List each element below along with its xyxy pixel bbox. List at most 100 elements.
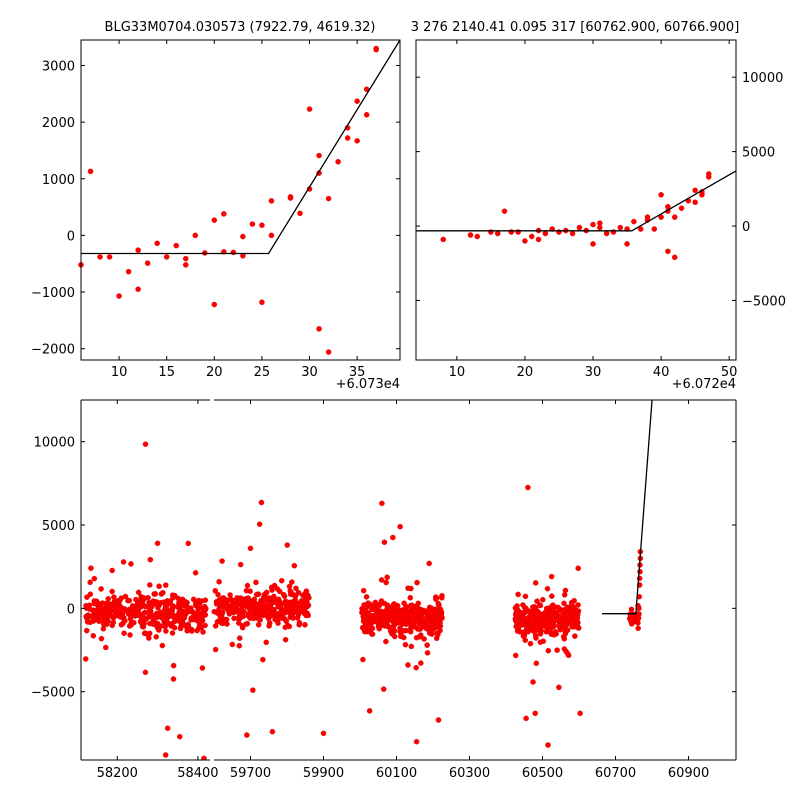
data-point (565, 611, 571, 617)
data-point (272, 616, 278, 623)
data-point (534, 598, 540, 604)
data-point (217, 598, 224, 604)
data-point (283, 618, 290, 625)
data-point (561, 646, 568, 652)
data-point (413, 664, 419, 671)
data-point (157, 609, 164, 616)
data-point (537, 639, 544, 645)
data-point (85, 619, 91, 625)
data-point (236, 620, 242, 626)
data-point (216, 579, 222, 585)
data-point (169, 630, 176, 636)
data-point (154, 240, 160, 247)
data-point (624, 241, 630, 247)
data-point (289, 579, 295, 585)
data-point (87, 168, 94, 175)
x-tick-label: 60900 (668, 766, 709, 781)
data-point (320, 730, 327, 737)
data-point (400, 607, 406, 613)
data-point (429, 609, 436, 616)
data-point (240, 233, 246, 240)
x-tick-label: 58400 (177, 766, 218, 781)
data-point (590, 241, 596, 247)
bottom-panel: 58200 58400 59700 59900 60100 60300 60500 60700… (31, 399, 737, 781)
data-point (127, 632, 133, 638)
data-point (431, 616, 437, 623)
data-point (161, 623, 167, 629)
data-point (167, 598, 174, 604)
data-point (400, 612, 407, 618)
data-point (211, 217, 218, 223)
top-right-panel: 10 20 30 40 50 −5000 0 5000 10000 +6.072e4 (415, 39, 786, 392)
data-point (170, 603, 176, 609)
data-point (147, 582, 153, 588)
data-point (98, 635, 105, 642)
data-point (380, 686, 387, 692)
data-point (561, 636, 568, 642)
data-point (82, 656, 89, 662)
data-point (192, 232, 199, 239)
axes-frame (80, 39, 401, 361)
data-point (706, 171, 712, 177)
data-point (372, 599, 379, 606)
data-point (521, 604, 528, 611)
data-point (147, 556, 154, 563)
data-point (383, 638, 389, 645)
data-point (170, 676, 177, 682)
data-point (572, 633, 578, 639)
data-point (563, 622, 570, 628)
data-point (170, 613, 177, 620)
y-tick-label: 0 (67, 602, 75, 617)
data-point (230, 249, 237, 256)
data-point (97, 613, 104, 619)
data-point (154, 540, 161, 547)
data-point (121, 630, 127, 636)
data-point (501, 208, 508, 214)
x-tick-label: 60300 (449, 766, 490, 781)
data-point (136, 598, 143, 604)
data-point (151, 591, 157, 597)
y-tick-label: −5000 (31, 686, 75, 701)
data-point (149, 613, 155, 620)
data-point (260, 656, 266, 663)
data-point (316, 326, 322, 332)
data-point (98, 604, 105, 611)
data-point (116, 293, 122, 299)
data-point (535, 236, 542, 243)
data-point (111, 598, 118, 605)
y-tick-label: 3000 (42, 59, 75, 74)
data-point (575, 565, 581, 572)
fit-line (602, 400, 653, 615)
data-point (164, 725, 171, 731)
data-point (565, 616, 571, 622)
data-point (420, 623, 426, 629)
data-point (284, 542, 290, 548)
x-offset-label: +6.072e4 (672, 377, 736, 392)
data-point (118, 621, 125, 628)
data-point (291, 604, 298, 611)
data-point (569, 623, 575, 630)
data-point (373, 46, 379, 53)
data-point (109, 567, 115, 574)
data-point (201, 755, 207, 760)
data-point (518, 610, 525, 616)
data-point (361, 602, 367, 608)
data-point (170, 662, 177, 669)
data-point (101, 616, 108, 622)
data-point (407, 595, 414, 601)
fit-line (416, 170, 737, 232)
data-point (286, 608, 292, 614)
x-tick-label: 10 (111, 365, 128, 380)
data-point (199, 605, 206, 612)
data-point (408, 604, 414, 610)
data-point (527, 640, 534, 647)
data-point (117, 613, 123, 620)
data-point (278, 577, 285, 584)
data-point (142, 669, 149, 676)
data-point (91, 600, 97, 607)
data-point (105, 596, 112, 602)
data-point (531, 604, 538, 610)
data-point (126, 597, 133, 604)
data-point (259, 299, 265, 305)
